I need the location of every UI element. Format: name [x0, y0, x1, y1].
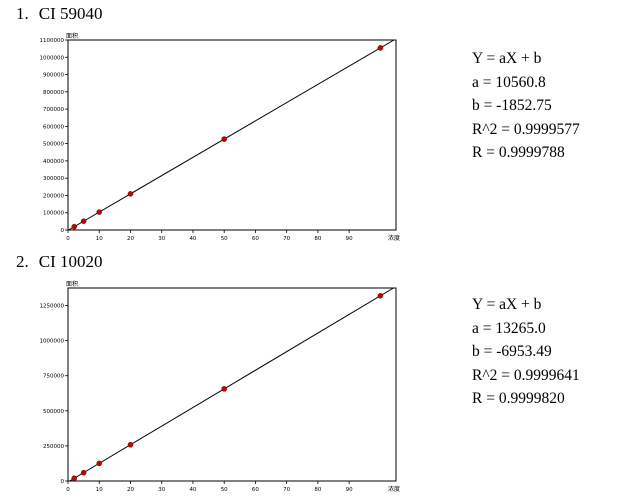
- chart-2-r: R = 0.9999820: [472, 390, 565, 407]
- chart-1-x-tick-label: 20: [127, 236, 134, 242]
- chart-2-y-tick-label: 500000: [43, 409, 64, 415]
- chart-1-x-tick-label: 60: [252, 236, 259, 242]
- chart-1-data-point: [96, 209, 102, 215]
- chart-1-y-tick-label: 500000: [43, 142, 64, 148]
- chart-2-x-tick-label: 80: [314, 487, 321, 493]
- chart-2-x-tick-label: 70: [283, 487, 290, 493]
- chart-1-y-tick-label: 400000: [43, 159, 64, 165]
- chart-1-x-tick-label: 50: [221, 236, 228, 242]
- chart-2-y-tick-label: 0: [61, 479, 65, 485]
- chart-1-y-tick-label: 1000000: [40, 55, 65, 61]
- chart-1-y-axis-label: 面积: [66, 32, 78, 40]
- chart-2-data-point: [80, 469, 87, 476]
- chart-1-y-tick-label: 100000: [43, 211, 64, 217]
- chart-1-x-axis-label: 浓度: [388, 234, 400, 242]
- chart-2-slope: a = 13265.0: [472, 319, 546, 337]
- chart-2-x-tick-label: 10: [96, 487, 103, 493]
- chart-2-r-squared: R^2 = 0.9999641: [472, 366, 580, 384]
- chart-2-y-tick-label: 250000: [43, 444, 64, 450]
- chart-1-frame: [67, 39, 397, 231]
- chart-2-data-point: [71, 475, 77, 481]
- chart-1-x-tick-label: 80: [314, 236, 321, 242]
- chart-1-y-tick-label: 700000: [43, 107, 64, 113]
- chart-2-index: 2.: [16, 252, 29, 271]
- chart-2-y-tick-label: 1250000: [40, 304, 65, 310]
- chart-1-y-tick-label: 900000: [43, 73, 64, 79]
- chart-1-x-tick-label: 0: [66, 236, 70, 242]
- chart-2-plot: 0 250000 500000 750000 1000000 1250000 0 10 20 30…: [40, 280, 401, 493]
- chart-2-x-tick-label: 0: [66, 487, 70, 493]
- chart-2-x-tick-label: 60: [252, 487, 259, 493]
- chart-1-data-point: [80, 218, 87, 224]
- chart-2-data-point: [96, 460, 102, 467]
- chart-1-y-tick-label: 0: [61, 228, 65, 234]
- chart-2-title: CI 10020: [38, 252, 103, 271]
- chart-2-fit-line: [69, 287, 394, 482]
- chart-2-x-tick-label: 40: [189, 487, 196, 493]
- chart-2-intercept: b = -6953.49: [472, 343, 552, 360]
- chart-1-fit-line: [68, 39, 395, 231]
- chart-1-slope: a = 10560.8: [472, 73, 546, 91]
- chart-1-y-tick-label: 1100000: [40, 38, 65, 44]
- chart-2-x-tick-label: 50: [221, 487, 228, 493]
- chart-2-heading: 2. CI 10020: [16, 252, 103, 272]
- chart-1-y-tick-label: 300000: [43, 176, 64, 182]
- chart-1-data-point: [127, 191, 134, 197]
- chart-1-equation-form: Y = aX + b: [472, 50, 542, 67]
- chart-2-y-axis-label: 面积: [66, 280, 78, 288]
- chart-1-x-tick-label: 30: [158, 236, 165, 242]
- chart-2-equation-form: Y = aX + b: [472, 296, 542, 313]
- chart-1-plot: 0100000200000300000400000500000600000700…: [40, 32, 401, 242]
- chart-1-equation: Y = aX + b a = 10560.8 b = -1852.75 R^2 …: [472, 47, 580, 165]
- chart-1-x-tick-label: 90: [346, 236, 353, 242]
- chart-2-x-tick-label: 30: [158, 487, 165, 493]
- chart-2-y-tick-label: 750000: [43, 374, 64, 380]
- chart-1-y-tick-label: 600000: [43, 124, 64, 130]
- chart-1-index: 1.: [16, 4, 29, 23]
- chart-2-data-point: [127, 441, 134, 448]
- chart-1-x-tick-label: 70: [283, 236, 290, 242]
- chart-2-x-axis-label: 浓度: [388, 485, 400, 493]
- chart-1-intercept: b = -1852.75: [472, 97, 552, 114]
- chart-1-x-tick-label: 10: [96, 236, 103, 242]
- chart-2-x-tick-label: 20: [127, 487, 134, 493]
- chart-1-x-tick-label: 40: [189, 236, 196, 242]
- chart-1-y-tick-label: 800000: [43, 90, 64, 96]
- chart-2-equation: Y = aX + b a = 13265.0 b = -6953.49 R^2 …: [472, 293, 580, 411]
- chart-1-data-point: [71, 223, 77, 230]
- chart-2-x-tick-label: 90: [346, 487, 353, 493]
- chart-1-heading: 1. CI 59040: [16, 4, 103, 24]
- chart-1-data-point: [221, 136, 227, 142]
- chart-1-r: R = 0.9999788: [472, 144, 565, 161]
- chart-2-data-point: [221, 386, 227, 392]
- chart-2-data-point: [377, 293, 384, 299]
- chart-1-data-point: [377, 45, 384, 51]
- chart-1-r-squared: R^2 = 0.9999577: [472, 120, 580, 138]
- chart-2-frame: [67, 287, 397, 482]
- chart-2-y-tick-label: 1000000: [40, 339, 65, 345]
- chart-1-y-tick-label: 200000: [43, 193, 64, 199]
- chart-1-title: CI 59040: [38, 4, 103, 23]
